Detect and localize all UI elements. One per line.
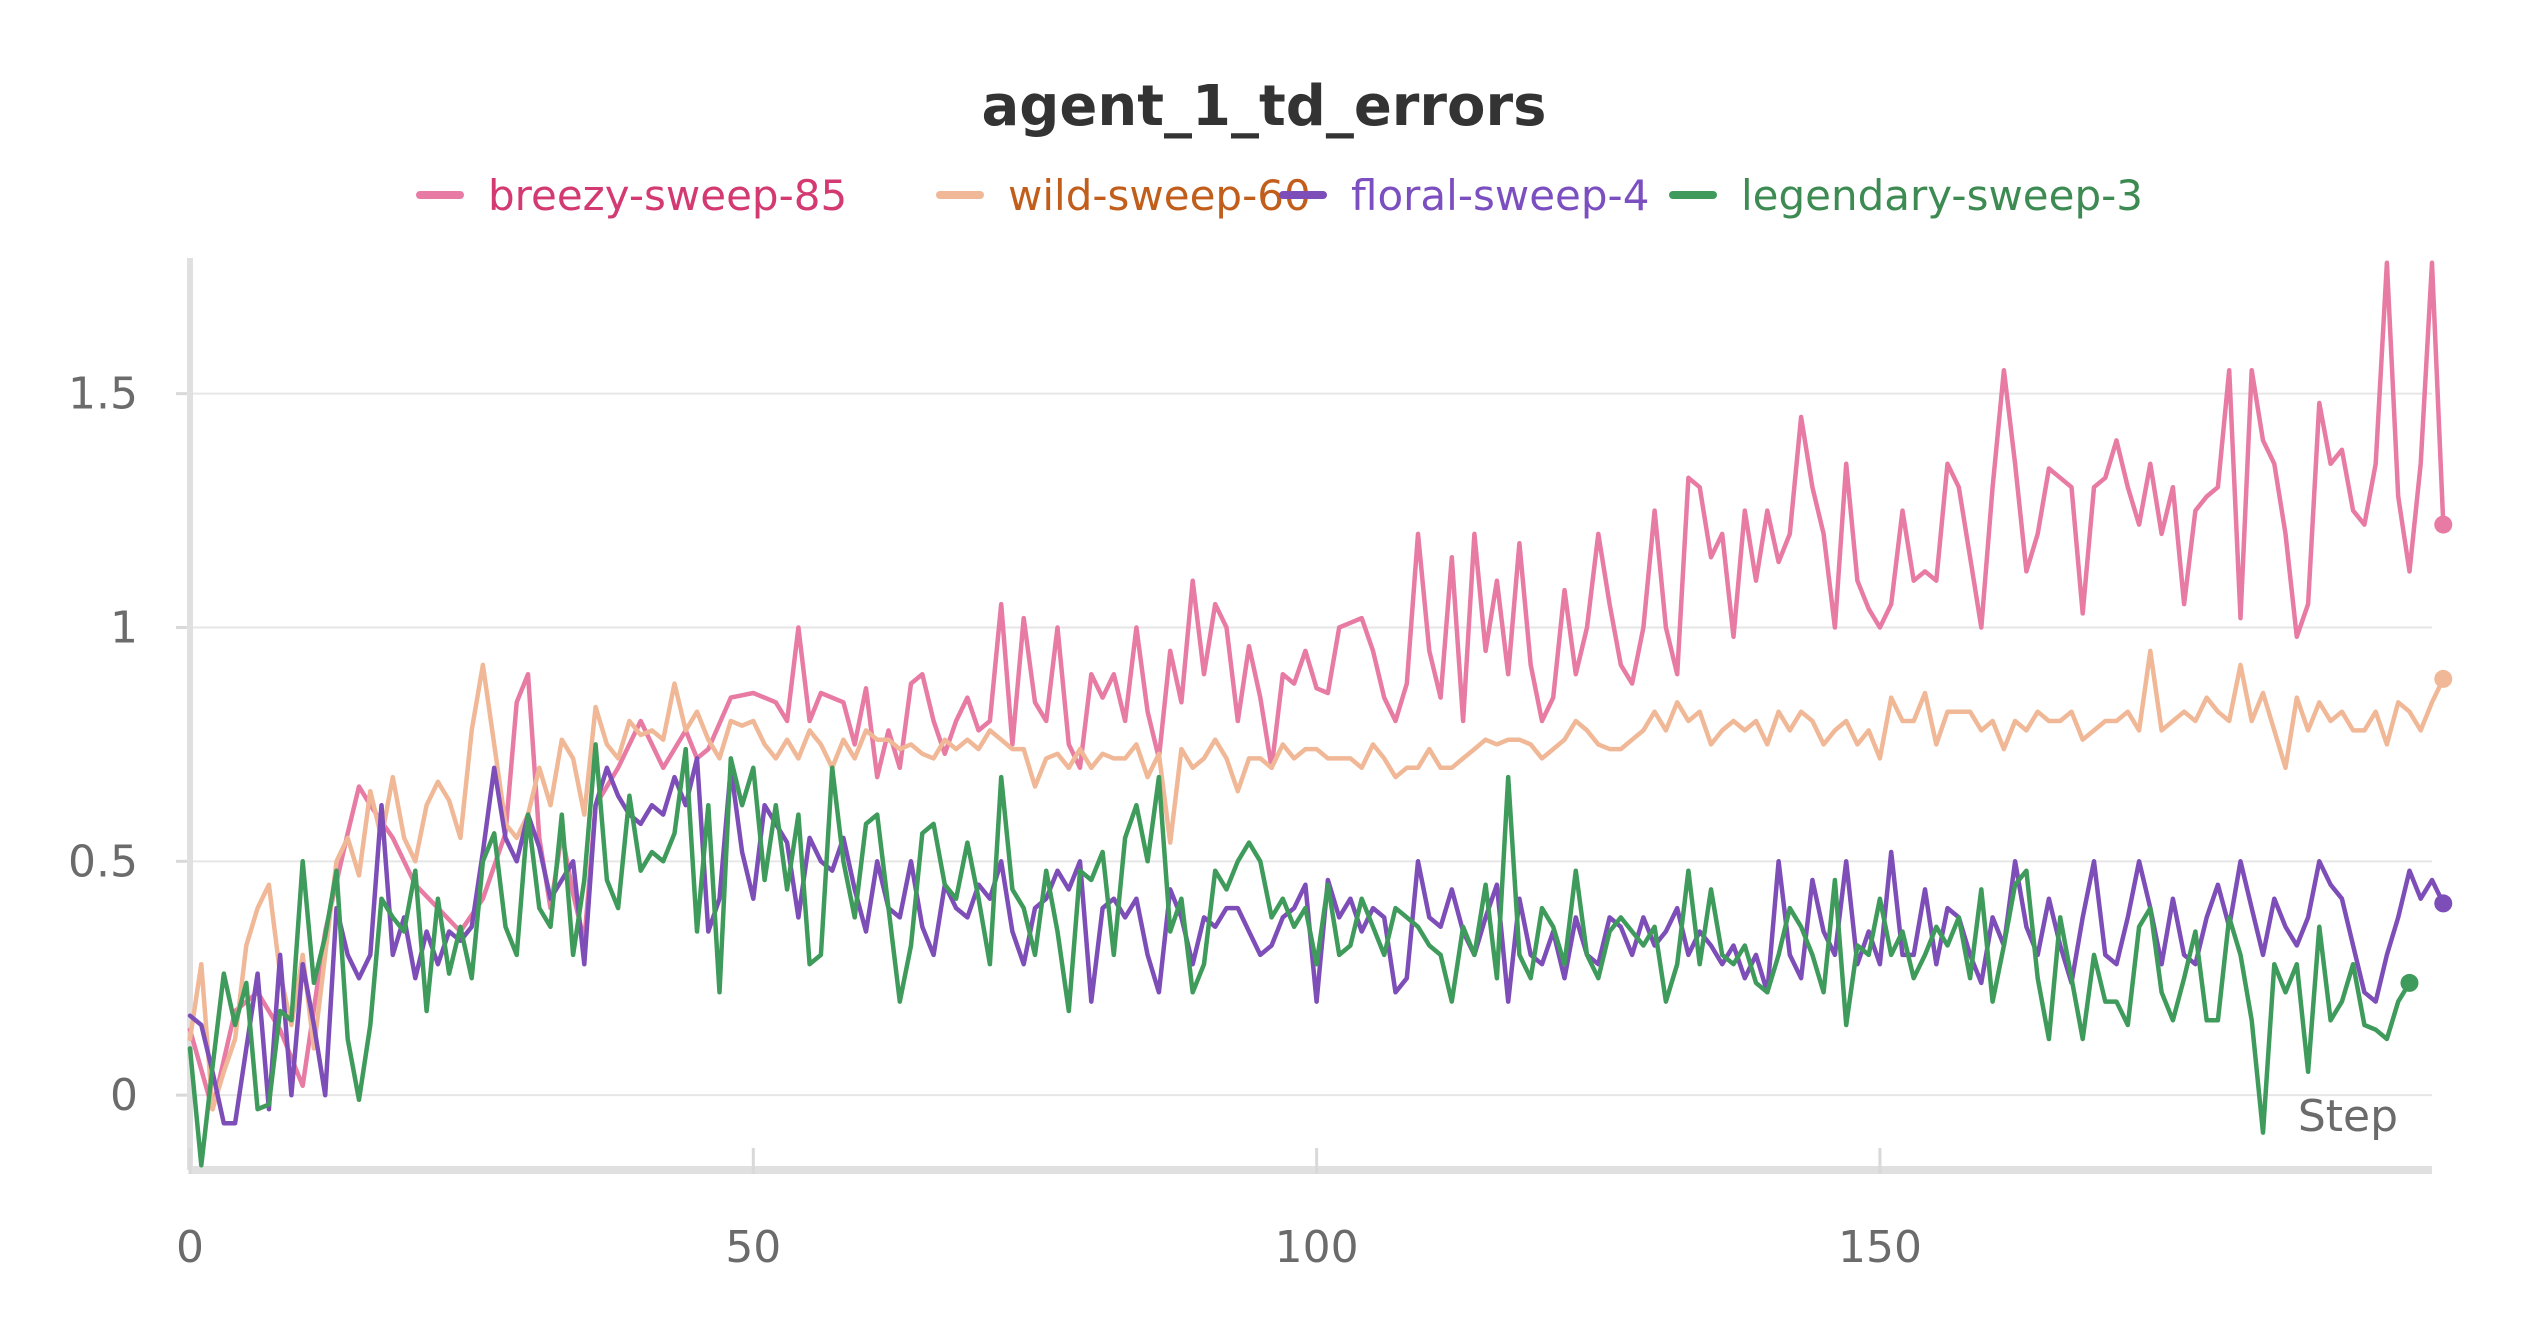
x-tick-label: 50: [725, 1222, 781, 1273]
x-axis-label: Step: [2298, 1091, 2398, 1142]
legend-label: floral-sweep-4: [1351, 171, 1649, 220]
series-end-marker: [2434, 515, 2453, 534]
series-line-breezy-sweep-85: [187, 260, 2446, 1112]
series-end-marker: [2434, 669, 2453, 688]
legend: breezy-sweep-85 wild-sweep-60 floral-sweep…: [416, 171, 2143, 220]
legend-item-breezy-sweep-85[interactable]: breezy-sweep-85: [416, 171, 847, 220]
x-tick-label: 100: [1275, 1222, 1359, 1273]
y-tick-label: 1.5: [68, 369, 138, 420]
legend-label: legendary-sweep-3: [1741, 171, 2143, 220]
y-tick-label: 0.5: [68, 836, 138, 887]
chart-title: agent_1_td_errors: [982, 74, 1547, 139]
legend-item-wild-sweep-60[interactable]: wild-sweep-60: [936, 171, 1311, 220]
grid-lines: [190, 392, 2432, 1097]
x-tick-label: 150: [1838, 1222, 1922, 1273]
series-end-marker: [2434, 894, 2453, 913]
legend-item-floral-sweep-4[interactable]: floral-sweep-4: [1279, 171, 1649, 220]
legend-label: wild-sweep-60: [1008, 171, 1311, 220]
legend-item-legendary-sweep-3[interactable]: legendary-sweep-3: [1669, 171, 2143, 220]
series-layer: [187, 260, 2453, 1168]
y-tick-label: 1: [110, 602, 138, 653]
y-tick-label: 0: [110, 1070, 138, 1121]
series-end-marker: [2400, 973, 2419, 992]
axes: 0 0.5 1 1.5 0 50 100 150: [68, 258, 2432, 1273]
legend-label: breezy-sweep-85: [488, 171, 847, 220]
series-line-wild-sweep-60: [187, 648, 2446, 1112]
x-tick-label: 0: [176, 1222, 204, 1273]
series-line-legendary-sweep-3: [187, 742, 2412, 1168]
